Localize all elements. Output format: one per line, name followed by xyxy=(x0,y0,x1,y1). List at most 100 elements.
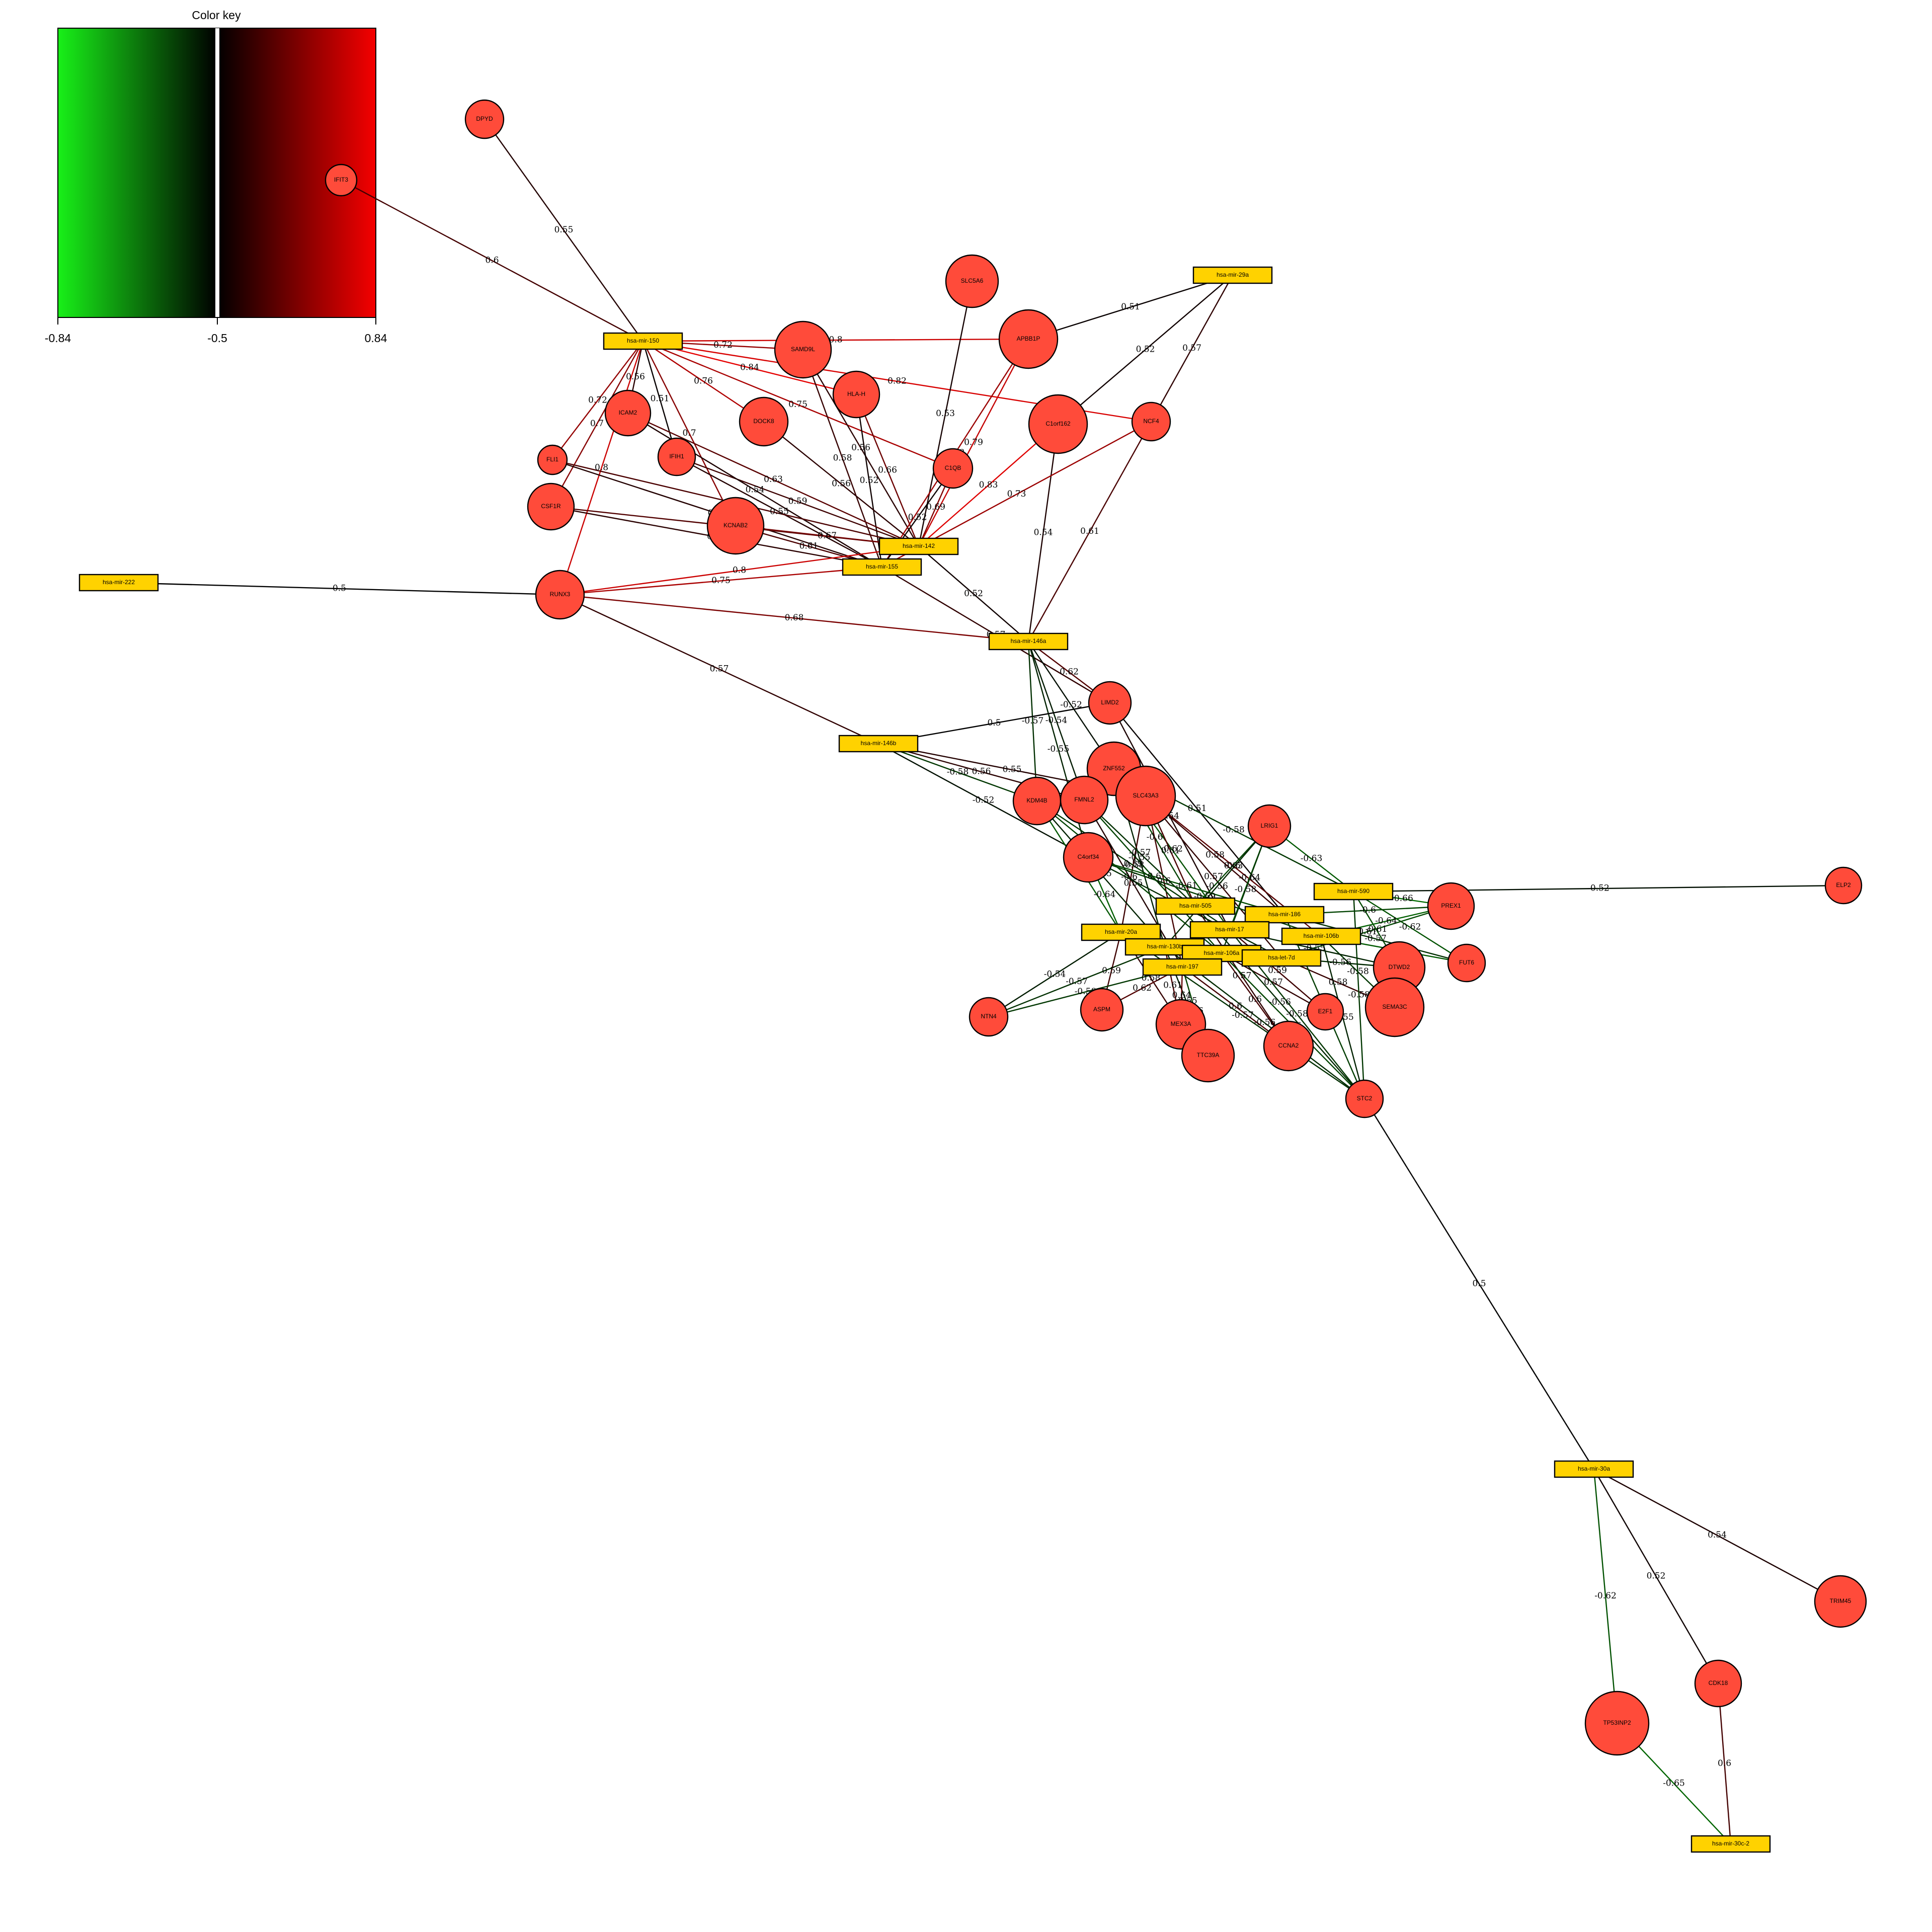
gene-node-csf1r[interactable]: CSF1R xyxy=(527,482,575,531)
mirna-box xyxy=(878,537,959,555)
edge-weight-label: -0.58 xyxy=(1286,1009,1308,1019)
edge-weight-label: 0.66 xyxy=(878,465,897,475)
edge-weight-label: 0.52 xyxy=(964,589,983,599)
edge-weight-label: 0.54 xyxy=(1708,1530,1727,1540)
gene-label: C4orf34 xyxy=(1078,853,1099,860)
gene-node-ncf4[interactable]: NCF4 xyxy=(1131,401,1171,442)
gene-label: SAMD9L xyxy=(791,346,815,353)
gene-node-ifit3[interactable]: IFIT3 xyxy=(325,164,358,197)
gene-node-elp2[interactable]: ELP2 xyxy=(1824,866,1863,905)
edge-C1orf162-hsa-mir-142 xyxy=(918,424,1059,547)
edge-weight-label: -0.65 xyxy=(1663,1779,1685,1789)
mirna-node-hsa-mir-186[interactable]: hsa-mir-186 xyxy=(1244,906,1325,924)
gene-circle xyxy=(1060,775,1109,825)
mirna-node-hsa-mir-142[interactable]: hsa-mir-142 xyxy=(878,537,959,555)
gene-label: CSF1R xyxy=(541,503,561,510)
gene-label: IFIH1 xyxy=(669,453,684,460)
gene-node-sema3c[interactable]: SEMA3C xyxy=(1364,977,1425,1037)
gene-node-dpyd[interactable]: DPYD xyxy=(464,99,505,139)
gene-node-limd2[interactable]: LIMD2 xyxy=(1088,681,1132,725)
gene-node-c1qb[interactable]: C1QB xyxy=(932,448,974,489)
mirna-node-hsa-mir-20a[interactable]: hsa-mir-20a xyxy=(1081,923,1161,941)
edge-ICAM2-hsa-mir-155 xyxy=(627,412,882,568)
edge-hsa-mir-20a-NTN4 xyxy=(988,931,1121,1018)
edge-NCF4-hsa-mir-146a xyxy=(1027,421,1152,642)
color-key-tick-label: -0.5 xyxy=(207,332,227,345)
mirna-node-hsa-mir-155[interactable]: hsa-mir-155 xyxy=(842,558,922,576)
gene-node-kcnab2[interactable]: KCNAB2 xyxy=(706,497,765,555)
gene-node-slc43a3[interactable]: SLC43A3 xyxy=(1115,765,1176,827)
gene-node-e2f1[interactable]: E2F1 xyxy=(1306,993,1344,1031)
gene-node-icam2[interactable]: ICAM2 xyxy=(604,389,652,437)
gene-label: KCNAB2 xyxy=(723,522,748,529)
gene-node-trim45[interactable]: TRIM45 xyxy=(1814,1575,1867,1628)
gene-label: SEMA3C xyxy=(1382,1003,1407,1010)
gene-label: FLI1 xyxy=(546,456,558,463)
mirna-node-hsa-mir-150[interactable]: hsa-mir-150 xyxy=(603,332,683,350)
mirna-box xyxy=(78,574,159,592)
edge-LRIG1-hsa-mir-130b xyxy=(1164,826,1270,947)
edge-weight-label: 0.6 xyxy=(1229,1001,1242,1011)
gene-node-lrig1[interactable]: LRIG1 xyxy=(1247,804,1292,848)
gene-circle xyxy=(832,370,880,419)
edge-weight-label: -0.55 xyxy=(1129,853,1151,863)
gene-circle xyxy=(969,997,1009,1037)
gene-node-ttc39a[interactable]: TTC39A xyxy=(1181,1028,1235,1083)
edge-weight-label: 0.56 xyxy=(851,443,870,453)
gene-node-runx3[interactable]: RUNX3 xyxy=(535,570,585,620)
gene-node-prex1[interactable]: PREX1 xyxy=(1427,882,1475,930)
gene-label: NCF4 xyxy=(1143,418,1159,425)
edge-weight-label: -0.58 xyxy=(1235,884,1257,895)
gene-node-ntn4[interactable]: NTN4 xyxy=(969,997,1009,1037)
mirna-node-hsa-mir-29a[interactable]: hsa-mir-29a xyxy=(1192,266,1273,284)
gene-node-tp53inp2[interactable]: TP53INP2 xyxy=(1584,1691,1650,1756)
mirna-node-hsa-mir-106b[interactable]: hsa-mir-106b xyxy=(1281,927,1361,945)
edge-hsa-mir-29a-C1orf162 xyxy=(1058,275,1233,425)
mirna-node-hsa-mir-222[interactable]: hsa-mir-222 xyxy=(78,574,159,592)
gene-node-dock8[interactable]: DOCK8 xyxy=(739,396,789,447)
gene-node-cdk18[interactable]: CDK18 xyxy=(1694,1659,1742,1708)
gene-node-ifih1[interactable]: IFIH1 xyxy=(657,437,696,476)
gene-node-apbb1p[interactable]: APBB1P xyxy=(998,309,1059,369)
edge-weight-label: 0.56 xyxy=(832,479,851,489)
mirna-label: hsa-mir-106a xyxy=(1204,949,1240,956)
edge-weight-label: -0.56 xyxy=(1206,881,1228,892)
edge-weight-label: 0.5 xyxy=(1472,1279,1486,1289)
edge-weight-label: -0.61 xyxy=(1175,881,1197,891)
gene-label: PREX1 xyxy=(1441,902,1461,909)
gene-node-c4orf34[interactable]: C4orf34 xyxy=(1063,832,1114,883)
gene-label: TRIM45 xyxy=(1830,1597,1852,1604)
edge-hsa-mir-150-RUNX3 xyxy=(559,341,644,595)
mirna-node-hsa-mir-30c-2[interactable]: hsa-mir-30c-2 xyxy=(1691,1835,1771,1853)
gene-node-slc5a6[interactable]: SLC5A6 xyxy=(945,254,999,308)
mirna-box xyxy=(1081,923,1161,941)
mirna-node-hsa-mir-146b[interactable]: hsa-mir-146b xyxy=(838,735,919,753)
gene-node-kdm4b[interactable]: KDM4B xyxy=(1012,776,1062,826)
gene-node-aspm[interactable]: ASPM xyxy=(1080,988,1124,1032)
edge-hsa-mir-150-IFIH1 xyxy=(642,341,678,457)
gene-node-c1orf162[interactable]: C1orf162 xyxy=(1028,394,1088,454)
edge-weight-label: -0.6 xyxy=(1224,861,1241,871)
edge-hsa-mir-30a-TP53INP2 xyxy=(1593,1469,1618,1724)
edge-weight-label: 0.57 xyxy=(710,664,729,674)
mirna-node-hsa-mir-30a[interactable]: hsa-mir-30a xyxy=(1554,1460,1634,1478)
edge-IFIH1-hsa-mir-142 xyxy=(676,456,919,547)
gene-circle xyxy=(1814,1575,1867,1628)
gene-node-samd9l[interactable]: SAMD9L xyxy=(774,320,832,379)
mirna-node-hsa-mir-505[interactable]: hsa-mir-505 xyxy=(1155,897,1236,915)
gene-node-fli1[interactable]: FLI1 xyxy=(537,444,568,475)
mirna-node-hsa-mir-146a[interactable]: hsa-mir-146a xyxy=(988,632,1069,651)
edge-weight-label: -0.62 xyxy=(1161,844,1183,854)
gene-node-hla-h[interactable]: HLA-H xyxy=(832,370,880,419)
mirna-box xyxy=(1244,906,1325,924)
mirna-node-hsa-mir-590[interactable]: hsa-mir-590 xyxy=(1313,882,1394,901)
mirna-node-hsa-mir-17[interactable]: hsa-mir-17 xyxy=(1189,921,1270,939)
edge-weight-label: -0.63 xyxy=(1301,854,1323,864)
gene-node-stc2[interactable]: STC2 xyxy=(1345,1079,1384,1118)
mirna-node-hsa-let-7d[interactable]: hsa-let-7d xyxy=(1241,949,1322,967)
gene-node-fmnl2[interactable]: FMNL2 xyxy=(1060,775,1109,825)
gene-node-ccna2[interactable]: CCNA2 xyxy=(1263,1020,1314,1072)
gene-node-fut6[interactable]: FUT6 xyxy=(1447,943,1486,983)
edge-weight-label: 0.52 xyxy=(860,475,879,486)
mirna-node-hsa-mir-197[interactable]: hsa-mir-197 xyxy=(1142,958,1223,976)
